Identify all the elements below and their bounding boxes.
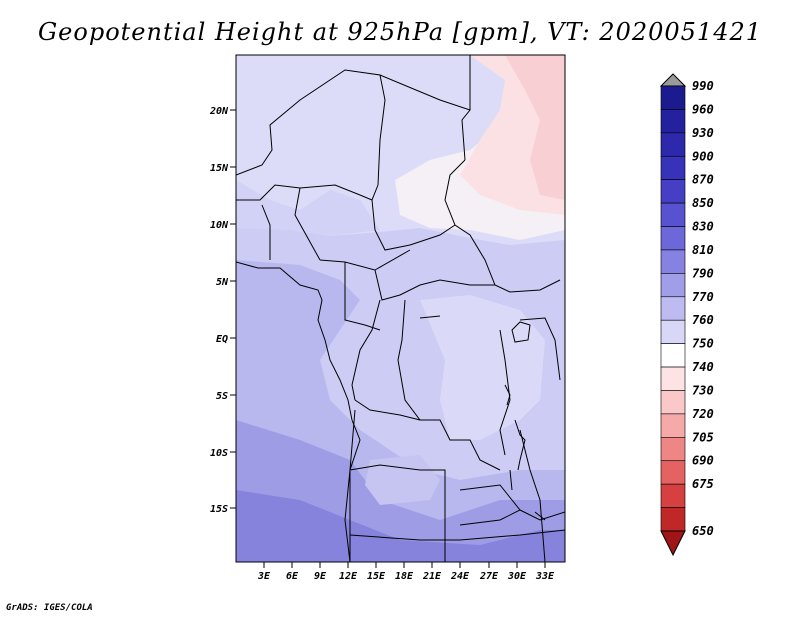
colorbar-label: 990 — [692, 79, 714, 93]
colorbar-swatch — [660, 507, 686, 532]
colorbar-label: 870 — [692, 173, 714, 187]
lon-label: 18E — [395, 571, 414, 582]
colorbar-swatch — [660, 319, 686, 344]
colorbar-swatch — [660, 413, 686, 438]
colorbar-swatch — [660, 296, 686, 321]
lat-label: 5S — [216, 391, 228, 402]
colorbar-swatch — [660, 249, 686, 274]
colorbar-label: 790 — [692, 266, 714, 280]
colorbar-bottom-arrow — [660, 530, 686, 557]
colorbar-label: 760 — [692, 313, 714, 327]
colorbar-swatch — [660, 155, 686, 180]
colorbar-label: 705 — [692, 430, 714, 444]
lat-label: 5N — [216, 277, 229, 288]
colorbar-swatch — [660, 343, 686, 368]
lat-label: 10N — [210, 220, 229, 231]
lat-label: 15N — [210, 163, 229, 174]
lat-label: EQ — [216, 334, 228, 345]
colorbar-swatch — [660, 390, 686, 415]
lon-label: 24E — [450, 571, 470, 582]
colorbar: 990 960 930 900 870 850 830 810 790 770 760 750 740 7… — [659, 73, 714, 557]
lon-label: 27E — [479, 571, 499, 582]
lat-ticks — [230, 109, 236, 509]
colorbar-swatch — [660, 460, 686, 485]
lon-ticks — [263, 562, 546, 568]
colorbar-label: 650 — [692, 524, 714, 538]
colorbar-label: 810 — [692, 243, 714, 257]
colorbar-label: 900 — [692, 149, 714, 163]
lon-label: 12E — [339, 571, 358, 582]
colorbar-top-arrow — [659, 73, 687, 87]
country-borders — [236, 55, 565, 562]
colorbar-label: 850 — [692, 196, 714, 210]
lon-label: 9E — [314, 571, 327, 582]
colorbar-label: 770 — [692, 290, 714, 304]
colorbar-label: 675 — [692, 477, 714, 491]
lon-label: 21E — [422, 571, 442, 582]
colorbar-swatch — [660, 202, 686, 227]
map-frame — [235, 54, 566, 563]
colorbar-swatch — [660, 366, 686, 391]
colorbar-swatch — [660, 273, 686, 298]
colorbar-swatch — [660, 179, 686, 204]
colorbar-label: 750 — [692, 337, 714, 351]
colorbar-label: 730 — [692, 383, 714, 397]
colorbar-swatch — [660, 437, 686, 462]
lakes — [419, 315, 546, 521]
colorbar-swatch — [660, 226, 686, 251]
colorbar-swatch — [660, 85, 686, 110]
lat-label: 20N — [209, 106, 229, 117]
lon-label: 15E — [367, 571, 386, 582]
colorbar-swatch — [660, 132, 686, 157]
lon-label: 6E — [286, 571, 299, 582]
colorbar-label: 690 — [692, 454, 714, 468]
height-field — [236, 55, 565, 562]
colorbar-label: 740 — [692, 360, 714, 374]
lat-label: 15S — [210, 504, 228, 515]
colorbar-label: 720 — [692, 407, 714, 421]
map-title: Geopotential Height at 925hPa [gpm], VT:… — [38, 18, 762, 46]
colorbar-label: 830 — [692, 220, 714, 234]
lon-label: 30E — [507, 571, 527, 582]
footer-credit: GrADS: IGES/COLA — [6, 603, 93, 613]
lon-label: 33E — [535, 571, 555, 582]
colorbar-swatch — [660, 109, 686, 134]
colorbar-label: 960 — [692, 102, 714, 116]
lat-label: 10S — [210, 448, 228, 459]
lon-label: 3E — [257, 571, 271, 582]
colorbar-swatch — [660, 483, 686, 508]
colorbar-label: 930 — [692, 126, 714, 140]
